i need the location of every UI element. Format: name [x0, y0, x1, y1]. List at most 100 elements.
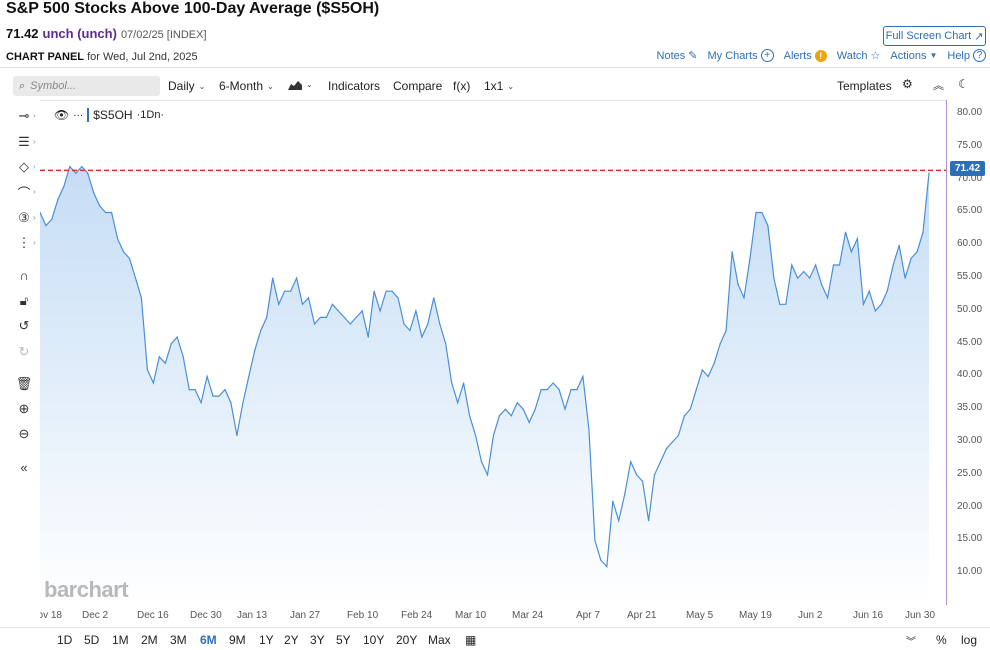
chart-type-dropdown[interactable]: ⌄ — [288, 79, 313, 90]
data-point — [122, 251, 125, 253]
data-point — [642, 480, 644, 482]
data-point — [224, 389, 226, 391]
more-dots-icon[interactable]: ··· — [73, 109, 84, 121]
dark-mode-moon-icon[interactable]: ☾ — [958, 77, 969, 91]
settings-gear-icon[interactable]: ⚙ — [902, 77, 913, 91]
magnet-icon[interactable]: ∩ — [19, 267, 29, 283]
collapse-left-icon[interactable]: « — [20, 459, 28, 475]
x-tick-label: Mar 10 — [455, 610, 487, 621]
range-9m-button[interactable]: 9M — [229, 633, 246, 647]
expand-arrow-icon[interactable]: › — [33, 162, 36, 171]
indicators-button[interactable]: Indicators — [328, 79, 381, 93]
data-point — [397, 297, 399, 299]
data-point — [618, 520, 620, 522]
data-point — [218, 395, 220, 397]
watch-link[interactable]: Watch ☆ — [837, 49, 881, 63]
notes-label: Notes — [656, 49, 686, 62]
lock-icon[interactable]: 🔓︎ — [19, 293, 29, 308]
notes-link[interactable]: Notes ✎ — [656, 49, 698, 63]
data-point — [480, 461, 483, 463]
data-point — [850, 251, 853, 253]
range-1y-button[interactable]: 1Y — [259, 633, 274, 647]
help-link[interactable]: Help ? — [947, 49, 986, 62]
expand-arrow-icon[interactable]: › — [33, 213, 36, 222]
trash-icon[interactable]: 🗑︎ — [15, 376, 33, 391]
y-tick-label: 65.00 — [957, 205, 983, 217]
expand-arrow-icon[interactable]: › — [33, 187, 36, 196]
legend-interval: ·1Dn· — [136, 109, 165, 121]
calendar-icon[interactable]: ▦ — [465, 633, 477, 647]
function-button[interactable]: f(x) — [453, 79, 471, 93]
elliott-wave-icon[interactable]: ③ — [18, 210, 30, 225]
data-point — [248, 375, 250, 378]
data-point — [409, 329, 411, 332]
range-5y-button[interactable]: 5Y — [336, 633, 351, 647]
alerts-label: Alerts — [783, 49, 812, 62]
chart-legend: 👁︎ ··· $S5OH ·1Dn· — [54, 108, 164, 122]
chart-plot-area[interactable] — [39, 100, 947, 606]
range-3m-button[interactable]: 3M — [170, 633, 187, 647]
data-point — [498, 415, 500, 417]
y-tick-label: 10.00 — [957, 566, 983, 578]
period-dropdown[interactable]: 6-Month ⌄ — [219, 79, 274, 93]
alerts-link[interactable]: Alerts ! — [783, 49, 827, 62]
data-point — [821, 284, 823, 286]
zoom-out-icon[interactable]: ⊖ — [18, 426, 30, 441]
percent-toggle[interactable]: % — [936, 633, 947, 647]
range-3y-button[interactable]: 3Y — [310, 633, 325, 647]
range-1d-button[interactable]: 1D — [57, 633, 73, 647]
data-point — [331, 303, 333, 305]
data-point — [182, 356, 184, 358]
range-6m-button[interactable]: 6M — [200, 633, 217, 647]
data-point — [558, 389, 560, 391]
symbol-search-input[interactable]: ⌕ Symbol... — [13, 76, 160, 96]
collapse-down-icon[interactable]: ︾ — [906, 637, 916, 648]
data-point — [695, 389, 697, 391]
shapes-icon[interactable]: ◇ — [19, 159, 29, 174]
range-20y-button[interactable]: 20Y — [396, 633, 418, 647]
eye-icon[interactable]: 👁︎ — [54, 108, 70, 122]
undo-icon[interactable]: ↺ — [18, 318, 30, 333]
interval-dropdown[interactable]: Daily ⌄ — [168, 79, 205, 93]
x-tick-label: Jun 30 — [905, 610, 936, 621]
compare-button[interactable]: Compare — [393, 79, 443, 93]
data-point — [701, 369, 703, 371]
range-2m-button[interactable]: 2M — [141, 633, 158, 647]
crosshair-line-icon[interactable]: ⊸ — [18, 108, 30, 123]
data-point — [707, 375, 709, 378]
arc-tool-icon[interactable]: ⌒ — [17, 185, 31, 201]
price-row: 71.42 unch (unch) 07/02/25 [INDEX] — [6, 26, 207, 41]
range-10y-button[interactable]: 10Y — [363, 633, 385, 647]
expand-arrow-icon[interactable]: › — [33, 111, 36, 120]
chevron-down-icon: ⌄ — [198, 81, 206, 91]
range-bar: 1D 5D 1M 2M 3M 6M 9M 1Y 2Y 3Y 5Y 10Y 20Y Max ▦ ︾ % lo… — [0, 627, 990, 650]
fib-retracement-icon[interactable]: ☰ — [18, 134, 30, 149]
actions-menu[interactable]: Actions ▼ — [890, 50, 937, 62]
full-screen-chart-button[interactable]: Full Screen Chart ↗ — [883, 26, 986, 46]
x-tick-label: Nov 18 — [40, 610, 62, 621]
series-area-fill — [40, 166, 929, 606]
expand-arrow-icon[interactable]: › — [33, 137, 36, 146]
data-point — [570, 389, 572, 391]
data-point — [797, 277, 799, 279]
expand-arrow-icon[interactable]: › — [33, 238, 36, 247]
chart-toolbar: ⌕ Symbol... Daily ⌄ 6-Month ⌄ ⌄ Indicato… — [0, 72, 990, 100]
templates-button[interactable]: Templates — [837, 79, 892, 93]
log-toggle[interactable]: log — [961, 633, 978, 647]
range-2y-button[interactable]: 2Y — [284, 633, 299, 647]
redo-icon[interactable]: ↻ — [18, 344, 30, 359]
symbol-placeholder: Symbol... — [30, 80, 77, 92]
data-point — [791, 264, 793, 266]
pattern-tool-icon[interactable]: ⋮ — [17, 235, 31, 250]
data-point — [140, 297, 142, 299]
range-5d-button[interactable]: 5D — [84, 633, 100, 647]
layout-dropdown[interactable]: 1x1 ⌄ — [484, 79, 514, 93]
range-max-button[interactable]: Max — [428, 633, 451, 647]
collapse-up-icon[interactable]: ︽ — [933, 80, 944, 92]
zoom-in-icon[interactable]: ⊕ — [18, 401, 30, 416]
range-1m-button[interactable]: 1M — [112, 633, 129, 647]
y-tick-label: 25.00 — [957, 467, 983, 479]
edit-note-icon: ✎ — [688, 50, 698, 62]
layout-label: 1x1 — [484, 79, 504, 93]
my-charts-link[interactable]: My Charts + — [707, 49, 774, 62]
